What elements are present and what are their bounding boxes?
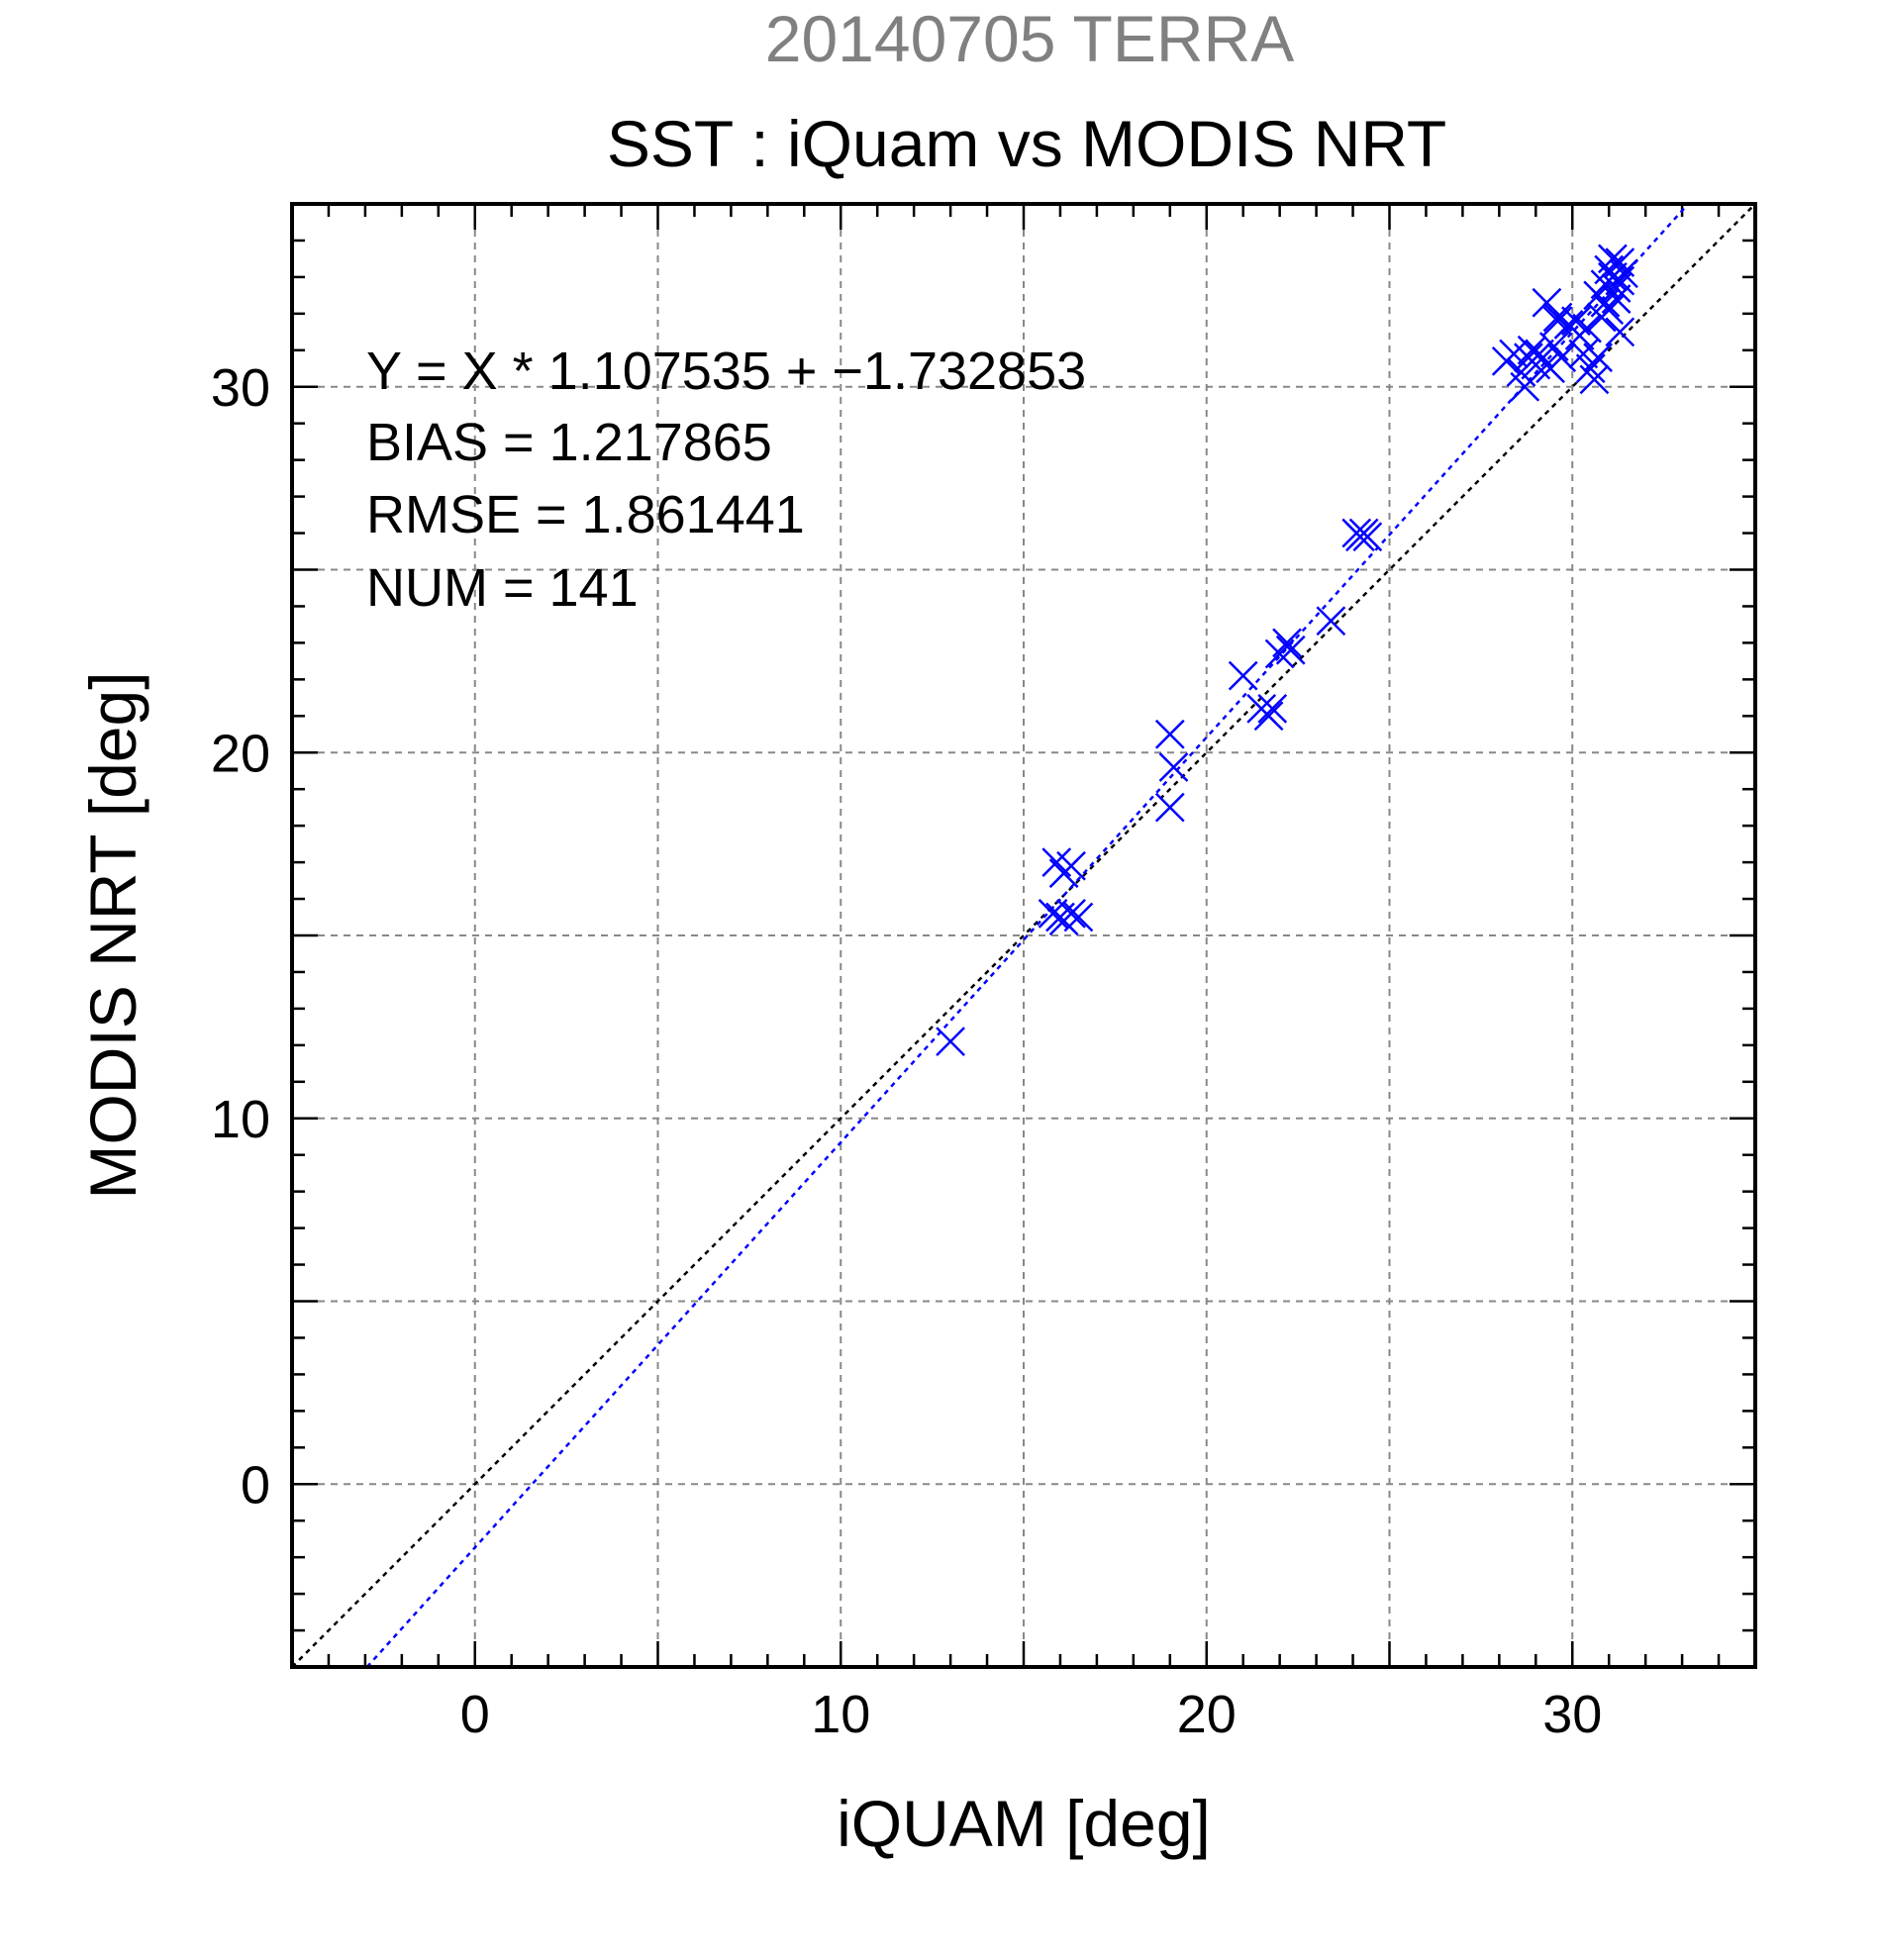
data-point-stroke <box>1257 694 1288 724</box>
data-point <box>1063 902 1094 932</box>
stats-bias: BIAS = 1.217865 <box>366 413 772 472</box>
data-point <box>1605 317 1635 347</box>
data-point-stroke <box>1579 364 1610 395</box>
y-tick-label: 10 <box>211 1090 270 1149</box>
chart-title: SST : iQuam vs MODIS NRT <box>607 107 1446 180</box>
x-axis-label: iQUAM [deg] <box>837 1787 1211 1860</box>
data-point-stroke <box>1154 719 1185 749</box>
data-point <box>1056 850 1086 881</box>
data-point <box>1253 701 1284 732</box>
chart-supertitle: 20140705 TERRA <box>765 2 1294 75</box>
data-point <box>1605 265 1635 296</box>
data-point <box>1601 284 1632 314</box>
data-point-stroke <box>1583 343 1613 373</box>
reference-lines <box>291 203 1756 1668</box>
tick-labels: 0 10 20 30 0 10 20 30 <box>211 358 1602 1744</box>
data-point-stroke <box>1041 847 1072 877</box>
data-point-stroke <box>1063 902 1094 932</box>
data-point-stroke <box>1158 752 1189 782</box>
data-point <box>1601 273 1632 303</box>
data-point <box>1154 719 1185 749</box>
x-tick-label: 0 <box>460 1685 490 1744</box>
data-point-stroke <box>1517 335 1547 365</box>
y-tick-label: 20 <box>211 724 270 783</box>
data-point-stroke <box>1253 701 1284 732</box>
data-point-stroke <box>1568 339 1599 369</box>
data-point-stroke <box>1572 313 1602 343</box>
data-point <box>1158 752 1189 782</box>
data-point <box>1154 792 1185 823</box>
fit-line <box>365 203 1690 1668</box>
data-point-stroke <box>1352 522 1383 552</box>
x-tick-label: 20 <box>1177 1685 1237 1744</box>
data-point-stroke <box>1272 628 1302 658</box>
data-point-stroke <box>936 1027 965 1057</box>
data-point-stroke <box>1601 273 1632 303</box>
data-point <box>1056 898 1086 929</box>
data-point-stroke <box>1601 284 1632 314</box>
data-point-stroke <box>1228 660 1258 691</box>
data-point-stroke <box>1056 898 1086 929</box>
data-point-stroke <box>1532 287 1562 318</box>
y-tick-label: 0 <box>241 1455 270 1515</box>
data-point-stroke <box>1605 317 1635 347</box>
data-point-stroke <box>1316 606 1346 637</box>
minor-ticks <box>290 202 1757 1669</box>
data-point-stroke <box>1598 244 1628 274</box>
plot-frame <box>290 202 1757 1669</box>
data-point-stroke <box>1499 339 1530 369</box>
data-point <box>1275 635 1306 665</box>
x-tick-label: 30 <box>1542 1685 1602 1744</box>
stats-equation: Y = X * 1.107535 + −1.732853 <box>366 342 1086 401</box>
data-point <box>1609 258 1638 289</box>
data-point <box>1535 353 1565 384</box>
x-tick-label: 10 <box>811 1685 870 1744</box>
data-point <box>1583 343 1613 373</box>
data-point-stroke <box>1561 306 1591 337</box>
data-point <box>936 1027 965 1057</box>
y-axis-label: MODIS NRT [deg] <box>76 671 149 1199</box>
data-point-stroke <box>1535 353 1565 384</box>
data-point <box>1257 694 1288 724</box>
y-tick-label: 30 <box>211 358 270 418</box>
stats-num: NUM = 141 <box>366 558 639 618</box>
data-point-stroke <box>1154 792 1185 823</box>
data-point <box>1572 313 1602 343</box>
data-point <box>1598 244 1628 274</box>
identity-line <box>291 203 1756 1668</box>
stats-box: Y = X * 1.107535 + −1.732853 BIAS = 1.21… <box>366 342 1086 618</box>
data-point-stroke <box>1542 302 1573 333</box>
data-point <box>1352 522 1383 552</box>
data-point <box>1272 628 1302 658</box>
data-point <box>1228 660 1258 691</box>
stats-rmse: RMSE = 1.861441 <box>366 485 805 544</box>
data-point-stroke <box>1605 265 1635 296</box>
data-point-stroke <box>1275 635 1306 665</box>
data-point-stroke <box>1538 332 1569 361</box>
data-point-stroke <box>1609 258 1638 289</box>
data-point-stroke <box>1056 850 1086 881</box>
data-points <box>936 244 1638 1057</box>
data-point <box>1316 606 1346 637</box>
